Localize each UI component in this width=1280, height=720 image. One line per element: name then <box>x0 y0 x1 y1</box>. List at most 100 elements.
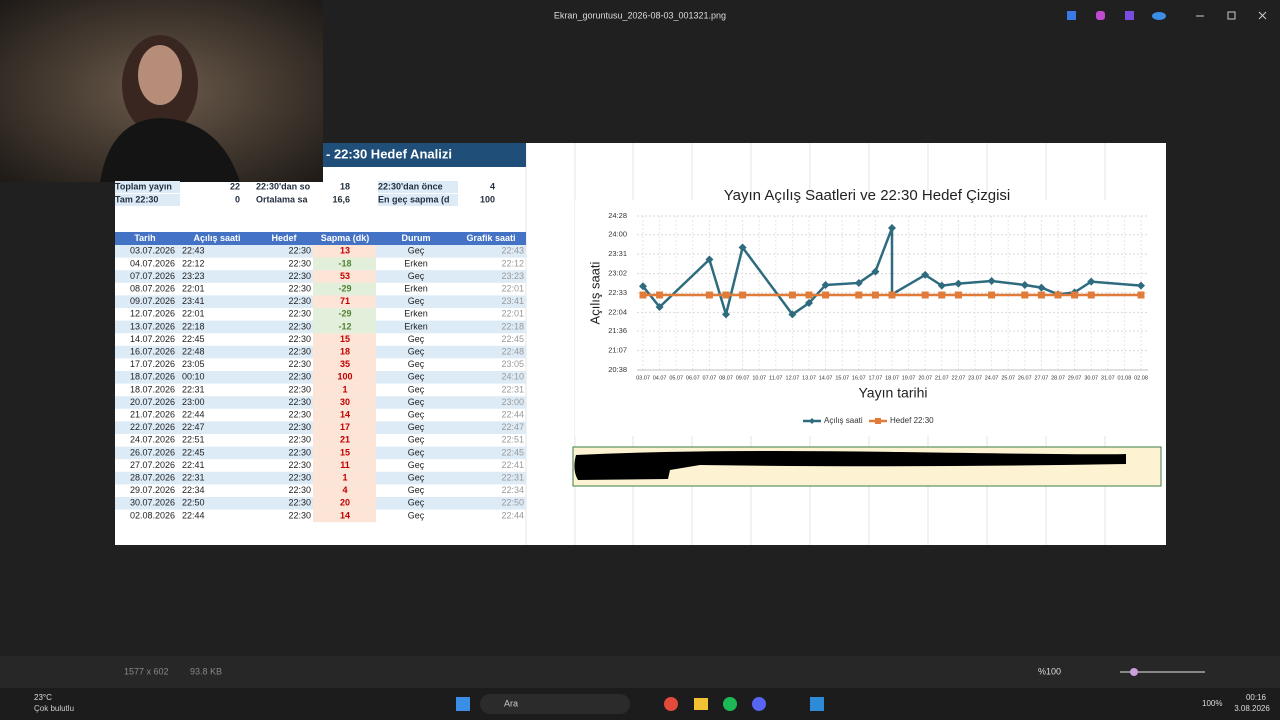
cell-text: 22:47 <box>182 422 205 432</box>
app-icon[interactable] <box>1067 11 1076 20</box>
x-tick-label: 01.08 <box>1118 375 1132 381</box>
zoom-level[interactable]: %100 <box>1038 666 1061 676</box>
marker <box>722 291 730 299</box>
photos-icon[interactable] <box>810 697 824 711</box>
cell-text: 22:30 <box>288 334 311 344</box>
header-text: Durum <box>402 233 431 243</box>
cell-text: 23:00 <box>182 397 205 407</box>
marker <box>854 278 863 287</box>
header-text: Açılış saati <box>193 233 240 243</box>
start-button[interactable] <box>456 697 470 711</box>
summary-cell <box>115 181 180 193</box>
chart-area <box>575 200 1166 436</box>
deviation-cell <box>313 257 376 271</box>
marker <box>938 291 946 299</box>
cell-text: Erken <box>404 258 428 268</box>
cell-text: -18 <box>338 258 351 268</box>
close-button[interactable] <box>1258 11 1267 20</box>
deviation-cell <box>313 371 376 384</box>
cell-text: 22:30 <box>288 372 311 382</box>
explorer-icon[interactable] <box>694 698 708 710</box>
cell-text: 22:30 <box>288 321 311 331</box>
deviation-cell <box>313 408 376 422</box>
cell-text: 27.07.2026 <box>130 460 175 470</box>
marker <box>1020 280 1029 289</box>
cell-text: 22:12 <box>182 258 205 268</box>
cell-text: Geç <box>408 435 425 445</box>
cell-text: 22:45 <box>501 334 524 344</box>
summary-text: 18 <box>340 181 350 191</box>
cell-text: 22:51 <box>182 435 205 445</box>
cell-text: 22:30 <box>288 296 311 306</box>
cell-text: 23:23 <box>182 271 205 281</box>
marker <box>705 291 713 299</box>
y-tick-label: 22:33 <box>608 288 627 297</box>
y-tick-label: 23:02 <box>608 269 627 278</box>
search-box[interactable] <box>480 694 630 714</box>
header-text: Tarih <box>134 233 155 243</box>
cell-text: 22:47 <box>501 422 524 432</box>
cell-text: 21.07.2026 <box>130 409 175 419</box>
x-tick-label: 16.07 <box>852 375 866 381</box>
deviation-cell <box>313 459 376 472</box>
spotify-icon[interactable] <box>723 697 737 711</box>
search-text[interactable]: Ara <box>504 698 518 708</box>
marker <box>788 310 797 319</box>
cell-text: 1 <box>342 384 347 394</box>
marker <box>855 291 863 299</box>
cell-text: 22:43 <box>501 246 524 256</box>
cell-text: 14 <box>340 409 350 419</box>
cell-text: 20.07.2026 <box>130 397 175 407</box>
deviation-cell <box>313 484 376 497</box>
cell-text: 22:30 <box>288 498 311 508</box>
redaction <box>574 451 1126 480</box>
app-icon[interactable] <box>1096 11 1105 20</box>
cell-text: Erken <box>404 321 428 331</box>
marker <box>821 280 830 289</box>
x-tick-label: 20.07 <box>918 375 932 381</box>
cell-text: 22:30 <box>288 283 311 293</box>
taskbar <box>0 688 1280 720</box>
cell-text: 22:30 <box>288 460 311 470</box>
cell-text: 17 <box>340 422 350 432</box>
marker <box>805 299 813 308</box>
cell-text: 22:44 <box>501 510 524 520</box>
cell-text: 30.07.2026 <box>130 498 175 508</box>
viewer-toolbar <box>0 656 1280 688</box>
clock-date: 3.08.2026 <box>1234 704 1270 713</box>
marker <box>738 243 747 252</box>
marker <box>1037 283 1046 292</box>
cloud-icon[interactable] <box>1152 12 1166 20</box>
marker <box>954 291 962 299</box>
discord-icon[interactable] <box>752 697 766 711</box>
cell-text: 22:30 <box>288 258 311 268</box>
cell-text: 14.07.2026 <box>130 334 175 344</box>
deviation-cell <box>313 320 376 334</box>
summary-cell <box>378 181 458 193</box>
cell-text: 09.07.2026 <box>130 296 175 306</box>
summary-text: 4 <box>490 181 495 191</box>
cell-text: 22.07.2026 <box>130 422 175 432</box>
maximize-button[interactable] <box>1227 11 1236 20</box>
app-icon[interactable] <box>1125 11 1134 20</box>
deviation-cell <box>313 509 376 523</box>
x-tick-label: 17.07 <box>869 375 883 381</box>
summary-text: 16,6 <box>332 194 350 204</box>
webcam-face <box>138 45 182 105</box>
chrome-icon[interactable] <box>664 697 678 711</box>
cell-text: 100 <box>337 372 352 382</box>
legend-label: Açılış saati <box>824 416 863 425</box>
cell-text: Geç <box>408 271 425 281</box>
cell-text: 23:00 <box>501 397 524 407</box>
cell-text: 22:01 <box>182 283 205 293</box>
cell-text: 16.07.2026 <box>130 346 175 356</box>
cell-text: 02.08.2026 <box>130 510 175 520</box>
window-controls <box>1067 11 1267 20</box>
marker <box>639 291 647 299</box>
zoom-thumb[interactable] <box>1130 668 1138 676</box>
cell-text: 22:50 <box>182 498 205 508</box>
cell-text: 22:30 <box>288 447 311 457</box>
cell-text: 22:31 <box>501 384 524 394</box>
